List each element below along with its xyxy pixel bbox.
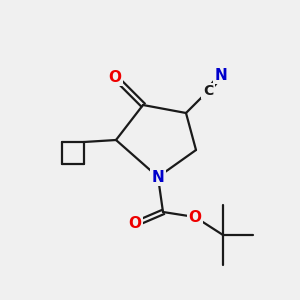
Text: O: O (188, 209, 202, 224)
Text: C: C (203, 84, 213, 98)
Text: O: O (109, 70, 122, 85)
Text: O: O (128, 217, 142, 232)
Text: N: N (214, 68, 227, 82)
Text: N: N (152, 169, 164, 184)
